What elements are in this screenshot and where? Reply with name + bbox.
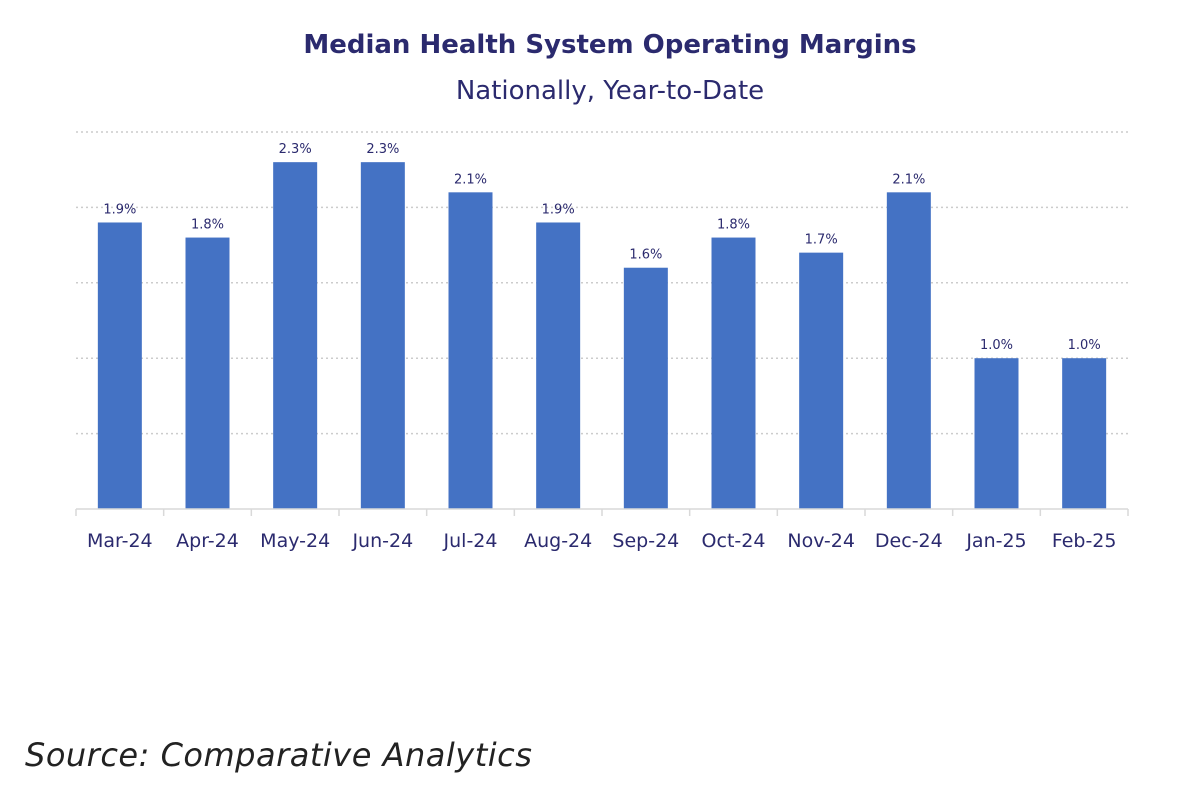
bar-feb-25 <box>1062 358 1107 509</box>
bar-jan-25 <box>974 358 1019 509</box>
x-tick-label: Oct-24 <box>702 530 766 552</box>
x-axis: Mar-24 Apr-24 May-24 Jun-24 Jul-24 Aug-24 Sep-… <box>75 508 1129 552</box>
chart-title: Median Health System Operating Margins <box>303 30 917 60</box>
data-labels: 1.9% 1.8% 2.3% 2.3% 2.1% 1.9% 1.6% 1.8% 1.7% 2.1%… <box>103 142 1100 353</box>
bar-nov-24 <box>799 252 844 509</box>
bar-sep-24 <box>623 267 668 509</box>
data-label: 1.6% <box>629 248 662 263</box>
bar-mar-24 <box>97 222 142 510</box>
x-tick-label: May-24 <box>260 530 330 552</box>
x-tick-label: Sep-24 <box>612 530 679 552</box>
data-label: 1.0% <box>980 338 1013 353</box>
x-tick-label: Jul-24 <box>443 530 498 552</box>
x-tick-label: Aug-24 <box>524 530 592 552</box>
bar-may-24 <box>273 162 318 509</box>
data-label: 1.0% <box>1068 338 1101 353</box>
bar-jul-24 <box>448 192 493 509</box>
bar-chart: 1.9% 1.8% 2.3% 2.3% 2.1% 1.9% 1.6% 1.8% 1.7% 2.1%… <box>75 131 1129 552</box>
data-label: 2.3% <box>279 142 312 157</box>
x-tick-label: Feb-25 <box>1052 530 1117 552</box>
data-label: 1.9% <box>103 202 136 217</box>
data-label: 1.8% <box>191 218 224 233</box>
data-label: 1.9% <box>542 202 575 217</box>
data-label: 2.3% <box>366 142 399 157</box>
data-label: 1.8% <box>717 218 750 233</box>
x-tick-label: Dec-24 <box>875 530 943 552</box>
bar-jun-24 <box>360 162 405 509</box>
gridlines <box>76 131 1128 435</box>
bar-dec-24 <box>886 192 931 509</box>
chart-subtitle: Nationally, Year-to-Date <box>455 76 765 106</box>
bar-oct-24 <box>711 237 756 509</box>
x-tick-label: Jun-24 <box>351 530 413 552</box>
bar-aug-24 <box>536 222 581 510</box>
bars <box>97 162 1107 510</box>
x-tick-label: Mar-24 <box>87 530 153 552</box>
data-label: 2.1% <box>454 172 487 187</box>
bar-apr-24 <box>185 237 230 509</box>
source-note: Source: Comparative Analytics <box>25 736 533 774</box>
data-label: 2.1% <box>892 172 925 187</box>
x-tick-label: Nov-24 <box>787 530 855 552</box>
data-label: 1.7% <box>805 233 838 248</box>
x-tick-label: Apr-24 <box>176 530 239 552</box>
x-tick-label: Jan-25 <box>965 530 1026 552</box>
